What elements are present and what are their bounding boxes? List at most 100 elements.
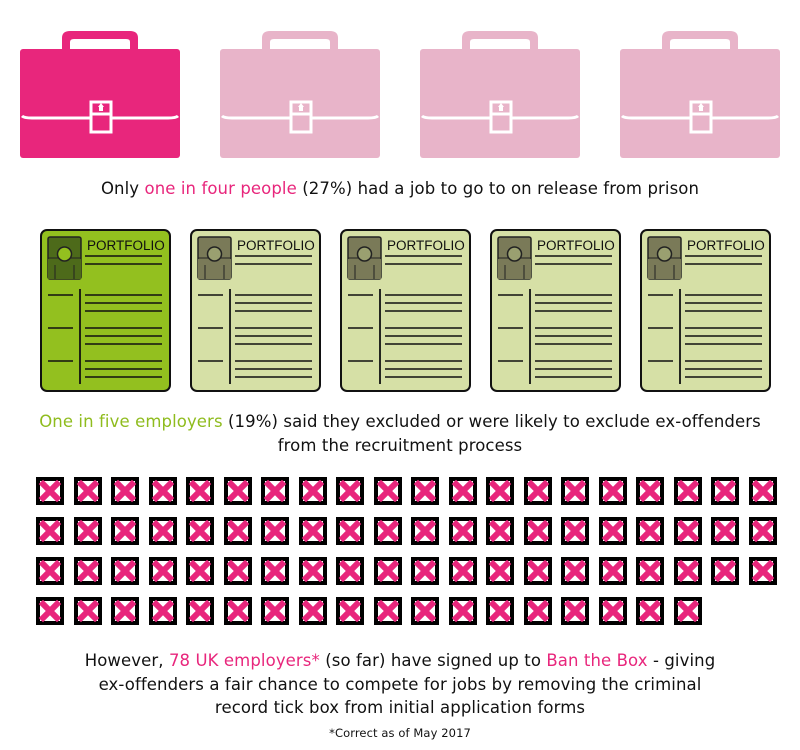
crossed-box-icon [186, 477, 214, 505]
crossed-box-icon [523, 597, 552, 625]
crossed-box-icon [411, 557, 439, 585]
crossed-box-icon [598, 557, 627, 585]
crossed-box-icon [598, 517, 627, 545]
crossed-box-icon [411, 477, 439, 505]
crossed-box-icon [411, 597, 439, 625]
stat-ban-the-box: However, 78 UK employers* (so far) have … [0, 649, 800, 720]
crossed-box-icon [523, 517, 552, 545]
crossed-box-icon [711, 557, 739, 585]
crossed-box-icon [673, 517, 702, 545]
crossed-box-icon [36, 477, 64, 505]
crossed-box-icon [448, 557, 477, 585]
crossed-box-icon [561, 597, 589, 625]
crossed-box-icon [223, 597, 252, 625]
crossed-box-icon [336, 597, 364, 625]
crossed-box-icon [748, 477, 777, 505]
crossed-box-icon [711, 517, 739, 545]
crossed-box-icon [111, 517, 139, 545]
crossed-box-icon [561, 557, 589, 585]
briefcase-icon [20, 30, 180, 160]
crossed-box-icon [73, 517, 102, 545]
stat-text: record tick box from initial application… [214, 698, 586, 717]
portfolio-icon: PORTFOLIO [490, 229, 621, 393]
crossed-box-icon [486, 597, 514, 625]
crossed-box-icon [298, 597, 327, 625]
crossed-box-icon [523, 557, 552, 585]
stat-text: Only [100, 179, 145, 198]
stat-text: (19%) said they excluded or were likely … [222, 412, 761, 431]
crossed-box-icon [261, 517, 289, 545]
crossed-box-icon [711, 477, 739, 505]
crossed-box-icon [148, 517, 177, 545]
briefcase-icon [420, 30, 580, 160]
briefcase-icon [620, 30, 780, 160]
crossed-box-icon [748, 517, 777, 545]
stat-text: (so far) have signed up to [319, 651, 547, 670]
portfolio-icon: PORTFOLIO [40, 229, 171, 393]
crossed-box-icon [561, 477, 589, 505]
crossed-box-icon [261, 597, 289, 625]
crossed-box-icon [373, 557, 402, 585]
crossed-box-icon [111, 557, 139, 585]
crossed-box-icon [186, 557, 214, 585]
crossed-box-icon [336, 517, 364, 545]
stat-text: However, [84, 651, 169, 670]
crossed-box-icon [748, 557, 777, 585]
crossed-box-icon [673, 597, 702, 625]
stat-highlight: One in five employers [39, 412, 223, 431]
crossed-box-icon [373, 517, 402, 545]
crossed-box-icon [223, 557, 252, 585]
crossed-box-icon [373, 597, 402, 625]
crossed-box-icon [111, 597, 139, 625]
crossed-box-icon [486, 477, 514, 505]
crossed-box-icon [373, 477, 402, 505]
crossed-box-icon [223, 517, 252, 545]
crossed-box-icon [148, 557, 177, 585]
crossed-box-icon [486, 517, 514, 545]
crossed-box-icon [148, 597, 177, 625]
crossed-box-icon [111, 477, 139, 505]
crossed-box-icon [523, 477, 552, 505]
crossed-box-icon [673, 477, 702, 505]
stat-highlight: 78 UK employers* [168, 651, 320, 670]
crossed-box-icon [261, 557, 289, 585]
crossed-box-icon [36, 517, 64, 545]
crossed-box-icon [223, 477, 252, 505]
crossed-box-icon [448, 477, 477, 505]
portfolio-label: PORTFOLIO [87, 238, 165, 253]
crossed-box-icon [148, 477, 177, 505]
crossed-box-icon [336, 557, 364, 585]
stat-text: ex-offenders a fair chance to compete fo… [98, 674, 702, 694]
crossed-box-icon [298, 477, 327, 505]
stat-text: from the recruitment process [277, 435, 523, 455]
portfolio-label: PORTFOLIO [387, 238, 465, 253]
crossed-box-icon [298, 517, 327, 545]
crossed-box-icon [36, 557, 64, 585]
briefcase-icon [220, 30, 380, 160]
crossed-box-icon [636, 597, 664, 625]
stat-job-on-release: Only one in four people (27%) had a job … [0, 177, 800, 201]
crossed-box-icon [186, 597, 214, 625]
crossed-box-icon [561, 517, 589, 545]
portfolio-icon: PORTFOLIO [190, 229, 321, 393]
crossed-box-icon [448, 517, 477, 545]
crossed-box-icon [261, 477, 289, 505]
crossed-box-icon [636, 517, 664, 545]
crossed-box-icon [73, 477, 102, 505]
crossed-box-icon [36, 597, 64, 625]
crossed-box-icon [598, 597, 627, 625]
crossed-box-icon [636, 477, 664, 505]
portfolio-label: PORTFOLIO [537, 238, 615, 253]
portfolio-label: PORTFOLIO [237, 238, 315, 253]
stat-highlight: one in four people [144, 179, 297, 198]
crossed-box-icon [336, 477, 364, 505]
crossed-box-icon [486, 557, 514, 585]
footnote: *Correct as of May 2017 [329, 726, 471, 740]
stat-highlight: Ban the Box [546, 651, 648, 670]
crossed-box-icon [448, 597, 477, 625]
crossed-box-icon [411, 517, 439, 545]
portfolio-icon: PORTFOLIO [340, 229, 471, 393]
portfolio-icon: PORTFOLIO [640, 229, 771, 393]
portfolio-label: PORTFOLIO [687, 238, 765, 253]
crossed-box-icon [298, 557, 327, 585]
